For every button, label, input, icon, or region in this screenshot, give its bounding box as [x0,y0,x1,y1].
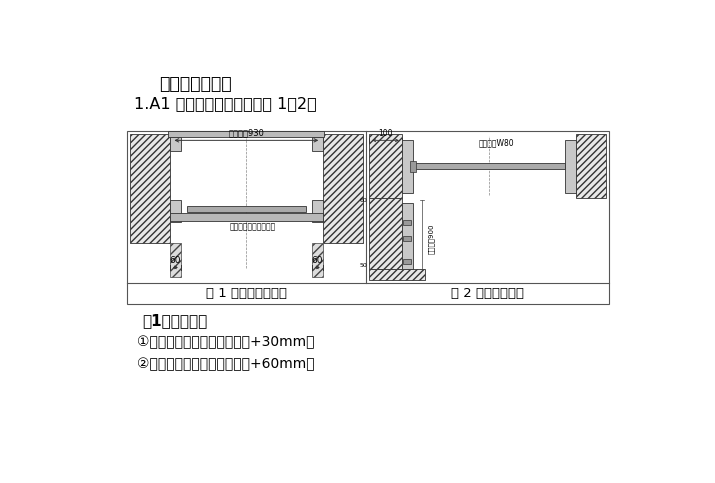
Bar [312,243,322,277]
Bar [322,134,363,243]
Bar [402,140,413,193]
Bar [403,220,411,225]
Bar [312,200,322,222]
Bar [312,137,322,151]
Text: 60: 60 [359,198,367,203]
Text: （一）结构深化: （一）结构深化 [159,75,232,93]
Text: 门洞基层W80: 门洞基层W80 [479,139,515,148]
Text: 门洞基层930: 门洞基层930 [228,128,265,137]
Text: 门洞基层900: 门洞基层900 [428,224,435,254]
Text: 50: 50 [359,263,367,268]
Text: 60: 60 [169,256,181,265]
Text: 60: 60 [312,256,323,265]
Bar [369,269,425,280]
Bar [369,134,402,198]
Bar [410,161,415,171]
Text: 图 2 土建预留门垛: 图 2 土建预留门垛 [451,287,524,300]
Bar [169,131,325,137]
Text: 阻燃夹板防潮处理基层: 阻燃夹板防潮处理基层 [230,222,276,231]
Bar [403,259,411,264]
Bar [413,163,566,169]
Text: ②两侧无门垛情况：门洞净宽+60mm；: ②两侧无门垛情况：门洞净宽+60mm； [137,357,315,371]
Bar [129,134,170,243]
Bar [566,140,576,193]
Text: 图 1 土建无预留门垛: 图 1 土建无预留门垛 [206,287,287,300]
Bar [170,243,181,277]
Bar [170,213,322,221]
Bar [369,198,402,269]
Bar [402,203,413,269]
Text: 1.A1 室内木门垛深化（附图 1、2）: 1.A1 室内木门垛深化（附图 1、2） [134,97,317,112]
Bar [576,134,606,198]
Bar [170,200,181,222]
Bar [403,236,411,241]
Bar [187,206,306,212]
Bar [127,131,608,304]
Text: （1）深化标准: （1）深化标准 [142,313,207,328]
Text: 100: 100 [378,129,393,138]
Bar [170,137,181,151]
Text: ①单侧无门垛情况：门洞净宽+30mm；: ①单侧无门垛情况：门洞净宽+30mm； [137,335,315,349]
